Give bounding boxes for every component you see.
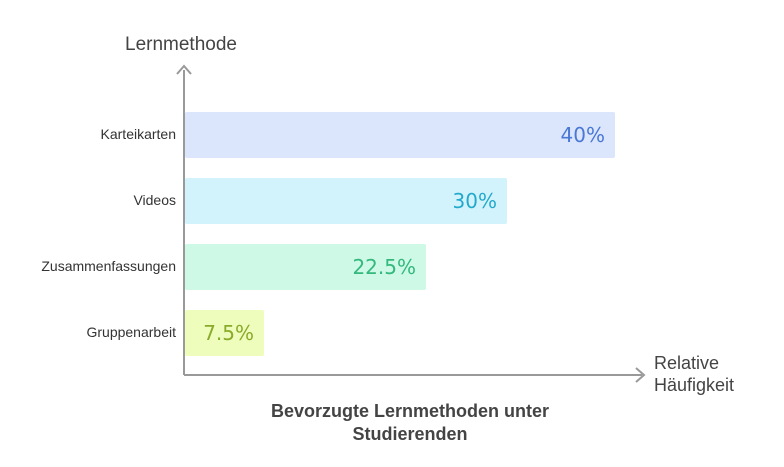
x-axis-label-line2: Häufigkeit	[654, 375, 735, 395]
bar-karteikarten: 40%	[185, 112, 615, 158]
chart-title-line2: Studierenden	[352, 424, 468, 444]
category-label: Videos	[133, 192, 176, 208]
category-label: Karteikarten	[100, 126, 176, 142]
y-axis-label: Lernmethode	[125, 34, 237, 55]
bar-value: 7.5%	[203, 321, 254, 345]
category-label: Gruppenarbeit	[86, 324, 176, 340]
bar-videos: 30%	[185, 178, 507, 224]
y-axis-arrow-icon	[176, 64, 192, 75]
chart-title-line1: Bevorzugte Lernmethoden unter	[270, 401, 550, 421]
category-label: Zusammenfassungen	[41, 258, 176, 274]
bar-gruppenarbeit: 7.5%	[185, 310, 264, 356]
x-axis-label-line1: Relative	[654, 353, 720, 373]
bar-value: 40%	[560, 123, 605, 147]
bar-zusammenfassungen: 22.5%	[185, 244, 426, 290]
bar-value: 22.5%	[352, 255, 416, 279]
x-axis-arrow-icon	[635, 367, 646, 383]
bar-value: 30%	[452, 189, 497, 213]
x-axis-label: Relative Häufigkeit	[654, 352, 734, 396]
chart-title: Bevorzugte Lernmethoden unter Studierend…	[185, 400, 635, 446]
